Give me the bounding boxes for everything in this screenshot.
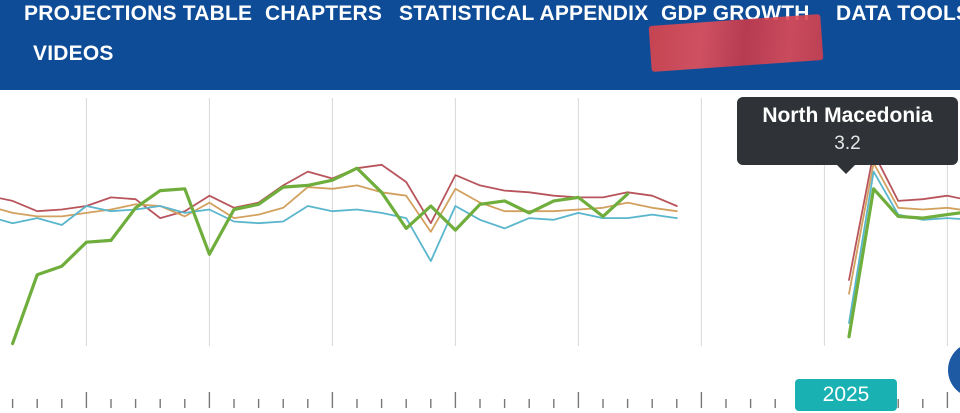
series-3-line-1 [847,187,960,339]
gdp-growth-line-chart [0,98,960,408]
tooltip-country: North Macedonia [762,104,933,127]
nav-link-projections-table[interactable]: PROJECTIONS TABLE [24,2,253,25]
timeline-year-badge[interactable]: 2025 [795,379,897,411]
data-tooltip: North Macedonia 3.2 [737,97,958,174]
nav-link-chapters[interactable]: CHAPTERS [265,2,383,25]
series-1-line-0 [0,184,678,233]
floating-action-button[interactable] [948,342,960,398]
series-3-line-0 [11,166,630,346]
nav-link-data-tools[interactable]: DATA TOOLS [836,2,960,25]
nav-link-statistical-appendix[interactable]: STATISTICAL APPENDIX [399,2,649,25]
top-navigation: PROJECTIONS TABLE CHAPTERS STATISTICAL A… [0,0,960,90]
series-2-line-1 [848,170,960,324]
nav-link-videos[interactable]: VIDEOS [33,42,114,65]
tooltip-value: 3.2 [834,133,861,154]
series-2-line-0 [0,205,678,262]
